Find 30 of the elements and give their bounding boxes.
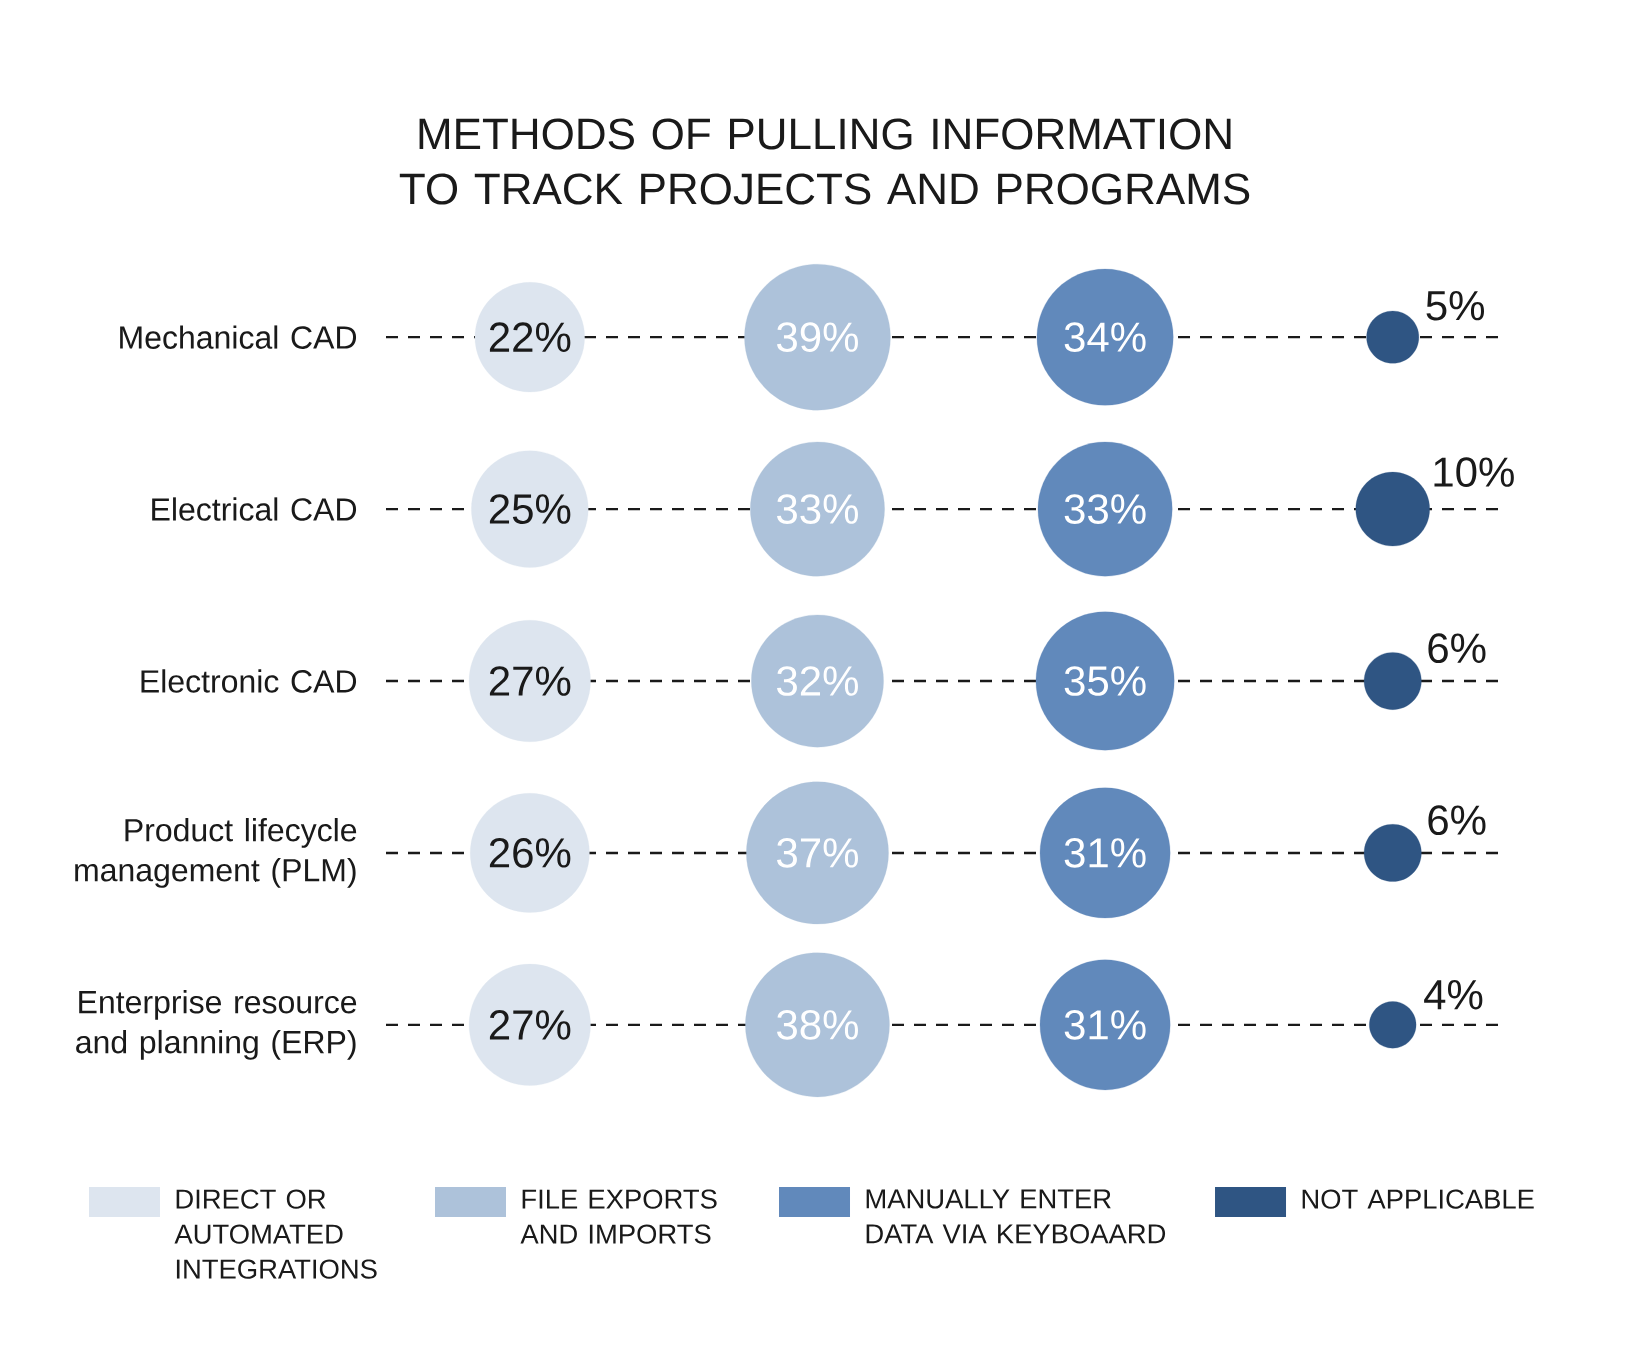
data-label: 33% xyxy=(1064,494,1146,524)
data-label: 32% xyxy=(777,666,858,696)
data-label: 6% xyxy=(1428,633,1486,664)
category-label: Electronic CAD xyxy=(141,669,357,693)
data-label: 38% xyxy=(777,1009,858,1040)
category-label: Enterprise resource and planning (ERP) xyxy=(76,989,357,1060)
text: METHODS OF PULLING INFORMATION TO TRACK PROJECTS AND PROGRAMS xyxy=(399,118,1250,205)
category-label: Electrical CAD xyxy=(152,497,357,521)
data-label: 5% xyxy=(1426,290,1484,321)
data-label: 27% xyxy=(489,1010,571,1040)
legend-label: NOT APPLICABLE xyxy=(1302,1189,1534,1209)
data-label: 35% xyxy=(1064,666,1146,696)
category-label: Mechanical CAD xyxy=(120,325,357,349)
data-label: 26% xyxy=(489,838,571,868)
data-label: 4% xyxy=(1424,980,1483,1010)
data-label: 34% xyxy=(1064,322,1146,353)
data-label: 22% xyxy=(489,322,571,352)
legend-label: FILE EXPORTS AND IMPORTS xyxy=(520,1189,717,1244)
legend-label: MANUALLY ENTER DATA VIA KEYBOAARD xyxy=(866,1189,1166,1244)
data-label: 6% xyxy=(1428,805,1486,835)
data-label: 10% xyxy=(1434,457,1514,487)
data-label: 27% xyxy=(489,666,571,696)
data-label: 39% xyxy=(777,322,858,353)
data-label: 33% xyxy=(777,494,858,524)
category-label: Product lifecycle management (PLM) xyxy=(75,818,357,888)
data-label: 31% xyxy=(1064,838,1146,868)
data-label: 31% xyxy=(1064,1009,1146,1040)
legend-label: DIRECT OR AUTOMATED INTEGRATIONS xyxy=(174,1189,377,1279)
data-label: 25% xyxy=(489,494,571,524)
data-label: 37% xyxy=(777,838,858,868)
